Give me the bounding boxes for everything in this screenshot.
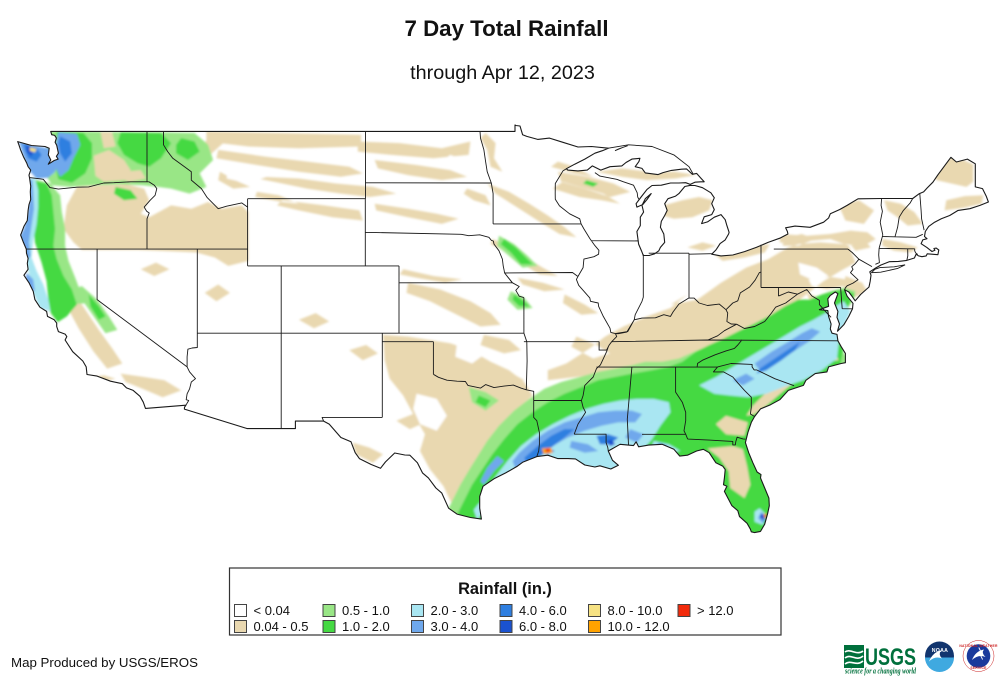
svg-text:0.5 - 1.0: 0.5 - 1.0 [342, 603, 390, 618]
svg-text:> 12.0: > 12.0 [697, 603, 734, 618]
svg-text:SERVICE: SERVICE [970, 666, 987, 670]
svg-text:< 0.04: < 0.04 [254, 603, 291, 618]
svg-text:NATIONAL WEATHER: NATIONAL WEATHER [959, 644, 998, 648]
svg-text:1.0 - 2.0: 1.0 - 2.0 [342, 619, 390, 634]
svg-text:science for a changing world: science for a changing world [844, 667, 916, 676]
svg-text:3.0 - 4.0: 3.0 - 4.0 [431, 619, 479, 634]
svg-text:NOAA: NOAA [932, 648, 948, 654]
svg-text:2.0 - 3.0: 2.0 - 3.0 [431, 603, 479, 618]
svg-text:6.0 - 8.0: 6.0 - 8.0 [519, 619, 567, 634]
svg-text:8.0 - 10.0: 8.0 - 10.0 [608, 603, 663, 618]
svg-text:4.0 - 6.0: 4.0 - 6.0 [519, 603, 567, 618]
svg-text:0.04 - 0.5: 0.04 - 0.5 [254, 619, 309, 634]
svg-text:USGS: USGS [865, 644, 916, 671]
svg-text:Rainfall (in.): Rainfall (in.) [458, 580, 552, 598]
svg-text:10.0 - 12.0: 10.0 - 12.0 [608, 619, 670, 634]
